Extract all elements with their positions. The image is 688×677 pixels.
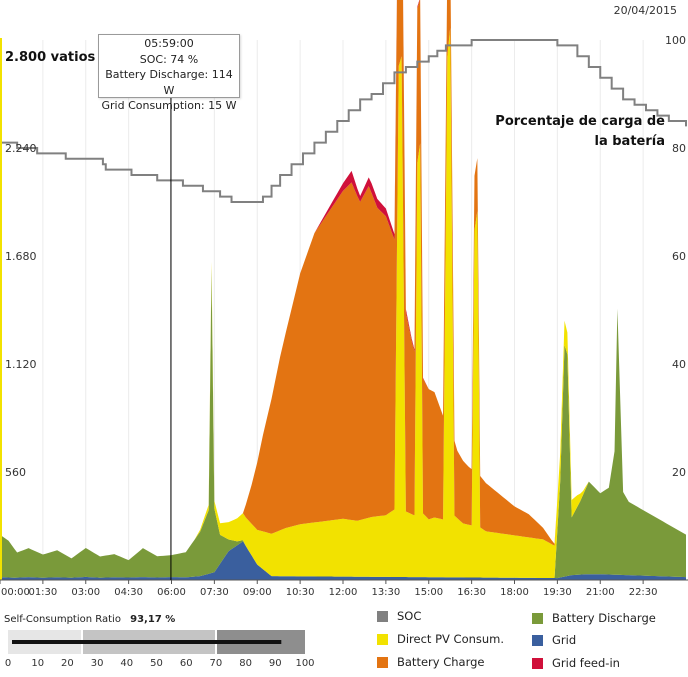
legend-battery-discharge-label: Battery Discharge [552,611,656,625]
x-tick-label: 16:30 [457,587,486,598]
date-label: 20/04/2015 [614,4,677,17]
y2-tick-label: 60 [672,250,686,263]
soc-title-line2: la batería [594,134,665,149]
x-tick-label: 19:30 [543,587,572,598]
legend-grid-feed-in-label: Grid feed-in [552,656,620,670]
tooltip-grid-consumption: Grid Consumption: 15 W [101,99,237,112]
x-tick-label: 21:00 [586,587,615,598]
legend-item-grid-feed-in[interactable]: Grid feed-in [532,656,620,670]
y-tick-label: 1.680 [5,250,37,263]
legend-battery-charge-label: Battery Charge [397,655,485,669]
self-consumption-label: Self-Consumption Ratio [4,614,121,625]
scr-tick-label: 50 [150,658,163,669]
y2-tick-label: 80 [672,142,686,155]
y2-tick-label: 100 [665,34,686,47]
x-tick-label: 00:00 [1,587,30,598]
self-consumption-label-row: Self-Consumption Ratio 93,17 % [4,614,175,625]
x-tick-label: 04:30 [114,587,143,598]
self-consumption-bar: 0 10 20 30 40 50 60 70 80 90 100 [5,630,315,669]
grid-swatch [532,634,543,646]
legend-item-battery-charge[interactable]: Battery Charge [377,655,485,669]
tooltip-battery-discharge: Battery Discharge: 114 W [105,68,233,97]
power-title: 2.800 vatios [5,50,95,65]
soc-series [0,39,687,203]
x-tick-label: 10:30 [286,587,315,598]
x-tick-label: 09:00 [243,587,272,598]
legend-item-grid[interactable]: Grid [532,633,576,647]
tooltip: 05:59:00 SOC: 74 % Battery Discharge: 11… [98,34,240,112]
x-tick-label: 12:00 [329,587,358,598]
battery-discharge-area [0,268,686,579]
scr-tick-label: 40 [120,658,133,669]
legend-soc-label: SOC [397,609,422,623]
battery-charge-swatch [377,656,388,668]
scr-tick-label: 10 [31,658,44,669]
scr-tick-label: 80 [239,658,252,669]
y-tick-label: 1.120 [5,358,37,371]
battery-discharge-swatch [532,612,543,624]
soc-swatch [377,610,388,622]
area-series [0,0,686,580]
tooltip-time: 05:59:00 [144,37,194,50]
scr-tick-labels: 0 10 20 30 40 50 60 70 80 90 100 [5,658,315,669]
grid-area [0,541,686,580]
tooltip-soc: SOC: 74 % [139,52,199,66]
x-tick-label: 06:00 [157,587,186,598]
x-tick-label: 03:00 [71,587,100,598]
scr-tick-label: 20 [61,658,74,669]
y-tick-label: 2.240 [5,142,37,155]
soc-line [0,39,687,203]
legend-grid-label: Grid [552,633,577,647]
y-tick-label: 560 [5,466,26,479]
x-tick-label: 22:30 [629,587,658,598]
legend-item-soc[interactable]: SOC [377,609,421,623]
scr-tick-label: 90 [269,658,282,669]
y2-axis-ticks: 20 40 60 80 100 [665,34,686,479]
x-tick-label: 15:00 [414,587,443,598]
scr-tick-label: 70 [210,658,223,669]
self-consumption-value: 93,17 % [130,614,176,625]
x-tick-label: 01:30 [28,587,57,598]
legend-item-direct-pv[interactable]: Direct PV Consum. [377,632,504,646]
scr-tick-label: 100 [295,658,314,669]
soc-title-line1: Porcentaje de carga de [495,114,665,129]
scr-tick-label: 30 [91,658,104,669]
legend-direct-pv-label: Direct PV Consum. [397,632,505,646]
scr-value-bar [12,640,282,644]
y-axis-ticks: 560 1.120 1.680 2.240 [5,142,37,479]
x-tick-label: 07:30 [200,587,229,598]
grid-feed-in-swatch [532,657,543,669]
scr-tick-label: 60 [180,658,193,669]
legend-item-battery-discharge[interactable]: Battery Discharge [532,611,656,625]
y2-tick-label: 20 [672,466,686,479]
x-tick-label: 18:00 [500,587,529,598]
y2-tick-label: 40 [672,358,686,371]
scr-tick-label: 0 [5,658,11,669]
battery-charge-area [0,0,686,561]
x-tick-label: 13:30 [371,587,400,598]
direct-pv-swatch [377,633,388,645]
